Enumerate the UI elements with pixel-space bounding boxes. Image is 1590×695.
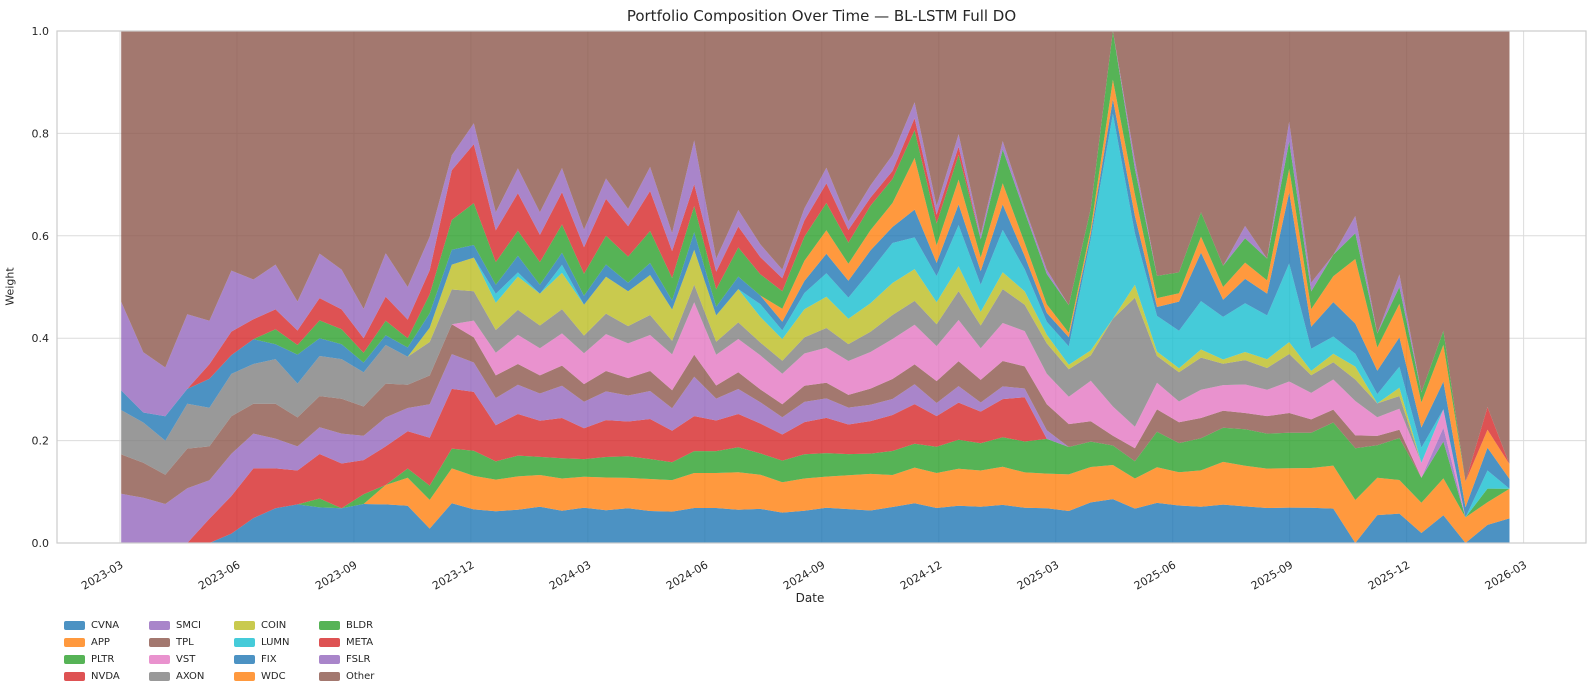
legend-item-BLDR: BLDR [319,617,404,634]
legend-swatch [234,655,255,664]
legend-item-NVDA: NVDA [64,668,149,685]
x-tick-label: 2025-06 [1132,558,1178,592]
legend-swatch [149,672,170,681]
area-series-BLDR [121,31,1510,482]
y-tick-label: 0.0 [32,537,50,550]
legend-swatch [149,655,170,664]
legend-item-SMCI: SMCI [149,617,234,634]
y-tick-label: 0.2 [32,435,50,448]
x-tick-label: 2023-03 [79,558,125,592]
legend-column: CVNA APP PLTR NVDA [64,617,149,685]
area-series-TPL [121,324,1510,518]
x-tick-label: 2023-12 [430,558,476,592]
legend-swatch [234,621,255,630]
legend-item-APP: APP [64,634,149,651]
x-tick-label: 2025-09 [1249,558,1295,592]
legend-swatch [319,655,340,664]
area-series-COIN [121,249,1510,518]
area-series-LUMN [121,113,1510,518]
legend-label: META [346,637,374,648]
legend-swatch [149,621,170,630]
area-series-FSLR [121,31,1510,482]
y-tick-label: 0.4 [32,332,50,345]
legend: CVNA APP PLTR NVDA SMCI TPL VST AXON COIN LUMN FIX… [64,617,404,685]
legend-swatch [64,638,85,647]
area-series-PLTR [121,422,1510,543]
area-series-VST [121,302,1510,518]
legend-item-FIX: FIX [234,651,319,668]
legend-column: SMCI TPL VST AXON [149,617,234,685]
y-tick-label: 1.0 [32,25,50,38]
legend-column: COIN LUMN FIX WDC [234,617,319,685]
x-tick-label: 2026-03 [1483,558,1529,592]
legend-label: TPL [176,637,194,648]
legend-item-COIN: COIN [234,617,319,634]
legend-label: VST [176,654,196,665]
legend-item-FSLR: FSLR [319,651,404,668]
legend-item-LUMN: LUMN [234,634,319,651]
legend-item-AXON: AXON [149,668,234,685]
legend-label: SMCI [176,620,201,631]
legend-label: PLTR [91,654,115,665]
legend-label: WDC [261,671,286,682]
legend-item-META: META [319,634,404,651]
legend-swatch [319,638,340,647]
legend-label: Other [346,671,375,682]
area-series-Other [121,31,1510,482]
area-series-CVNA [121,499,1510,543]
y-axis-label: Weight [3,267,17,306]
y-tick-label: 0.8 [32,127,50,140]
legend-swatch [234,638,255,647]
x-tick-label: 2024-06 [664,558,710,592]
legend-column: BLDR META FSLR Other [319,617,404,685]
legend-swatch [64,621,85,630]
legend-swatch [64,672,85,681]
legend-swatch [64,655,85,664]
legend-label: AXON [176,671,205,682]
area-series-NVDA [121,388,1510,543]
legend-item-VST: VST [149,651,234,668]
legend-item-CVNA: CVNA [64,617,149,634]
x-tick-label: 2024-12 [898,558,944,592]
plot-area: 0.0 0.2 0.4 0.6 0.8 1.0 2023-03 2023-06 2023-09 2… [32,25,1587,593]
y-tick-label: 0.6 [32,230,50,243]
legend-item-WDC: WDC [234,668,319,685]
area-series-FIX [121,99,1510,518]
legend-label: APP [91,637,110,648]
x-tick-label: 2024-03 [547,558,593,592]
legend-swatch [234,672,255,681]
legend-label: BLDR [346,620,374,631]
legend-item-PLTR: PLTR [64,651,149,668]
x-tick-label: 2025-03 [1015,558,1061,592]
legend-label: FIX [261,654,277,665]
legend-swatch [319,672,340,681]
chart-title: Portfolio Composition Over Time — BL-LST… [626,7,1017,25]
x-tick-label: 2025-12 [1366,558,1412,592]
legend-label: LUMN [261,637,290,648]
x-axis-label: Date [795,591,825,605]
legend-item-Other: Other [319,668,404,685]
legend-label: NVDA [91,671,120,682]
legend-label: COIN [261,620,287,631]
legend-label: FSLR [346,654,371,665]
legend-swatch [319,621,340,630]
x-tick-label: 2023-06 [196,558,242,592]
legend-label: CVNA [91,620,120,631]
legend-item-TPL: TPL [149,634,234,651]
x-tick-label: 2023-09 [313,558,359,592]
area-series-APP [121,461,1510,543]
legend-swatch [149,638,170,647]
x-tick-label: 2024-09 [781,558,827,592]
plot-frame [56,30,1587,544]
